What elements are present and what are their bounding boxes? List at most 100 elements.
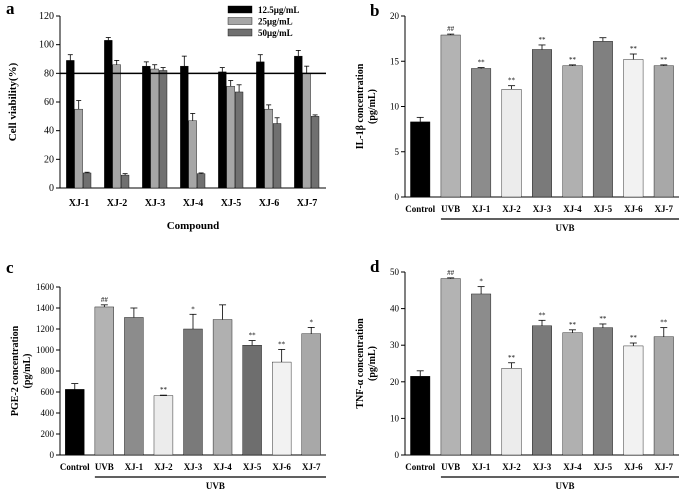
panel-a-y-tick-label: 60 — [44, 97, 54, 108]
panel-b-bar-XJ-2 — [501, 89, 522, 198]
panel-d-bar-UVB — [440, 278, 461, 456]
panel-c-x-tick-label: XJ-4 — [213, 462, 232, 472]
panel-c-significance-mark: ** — [278, 340, 286, 348]
panel-a-y-tick-label: 100 — [39, 40, 54, 51]
panel-a-bar-12.5μg/mL — [180, 65, 189, 189]
panel-b-x-tick-label: XJ-6 — [624, 204, 643, 214]
panel-a-bar-12.5μg/mL — [104, 40, 113, 189]
panel-a-bar-12.5μg/mL — [256, 61, 265, 189]
panel-a-bar-25μg/mL — [302, 73, 311, 189]
panel-c-bar-UVB — [94, 306, 114, 456]
panel-a-x-tick-label: XJ-3 — [145, 198, 166, 209]
panel-a-bar-50μg/mL — [311, 116, 320, 189]
panel-c-x-tick-label: XJ-7 — [302, 462, 321, 472]
panel-b-x-tick-label: UVB — [441, 204, 460, 214]
panel-c-y-tick-label: 1400 — [36, 303, 55, 313]
panel-b-y-tick-label: 15 — [390, 56, 400, 66]
panel-d-y-tick-label: 0 — [395, 450, 400, 460]
panel-b-bar-XJ-3 — [532, 49, 552, 198]
panel-d-x-tick-label: XJ-5 — [594, 462, 613, 472]
panel-a-legend-swatch — [227, 17, 253, 25]
panel-c-bar-XJ-2 — [153, 395, 174, 456]
panel-a-bar-25μg/mL — [226, 86, 235, 189]
panel-d-significance-mark: ** — [630, 334, 638, 342]
panel-d-bar-XJ-5 — [592, 327, 613, 456]
panel-d-bar-XJ-7 — [653, 336, 674, 456]
panel-d-significance-mark: ## — [447, 269, 455, 277]
panel-d-significance-mark: * — [479, 278, 483, 286]
panel-a-x-tick-label: XJ-2 — [107, 198, 128, 209]
panel-b-bar-XJ-7 — [653, 65, 674, 198]
panel-c-bar-XJ-1 — [124, 317, 144, 456]
panel-a-letter: a — [6, 0, 15, 18]
panel-c-y-tick-label: 800 — [41, 366, 55, 376]
panel-a-legend-swatch — [227, 5, 253, 14]
panel-b-significance-mark: ## — [447, 25, 455, 33]
panel-b-y-tick-label: 20 — [390, 11, 400, 21]
panel-c-bar-XJ-6 — [272, 361, 292, 456]
panel-a-bar-50μg/mL — [82, 172, 92, 189]
panel-b-x-tick-label: XJ-5 — [594, 204, 613, 214]
panel-d-x-tick-label: XJ-4 — [563, 462, 582, 472]
panel-c-significance-mark: * — [309, 318, 313, 326]
panel-c-y-tick-label: 600 — [41, 387, 55, 397]
panel-b-significance-mark: ** — [539, 36, 547, 44]
panel-c-x-tick-label: XJ-3 — [184, 462, 203, 472]
panel-d-significance-mark: ** — [660, 319, 668, 327]
panel-d-bar-XJ-1 — [471, 293, 492, 456]
panel-c-y-tick-label: 400 — [41, 408, 55, 418]
panel-a-bar-12.5μg/mL — [294, 55, 303, 189]
panel-b-significance-mark: ** — [478, 59, 486, 67]
panel-d-bar-XJ-6 — [623, 345, 644, 456]
panel-a-y-tick-label: 0 — [49, 183, 54, 194]
panel-d-significance-mark: ** — [508, 354, 516, 362]
panel-a-bar-25μg/mL — [74, 108, 83, 189]
panel-c-y-tick-label: 200 — [41, 429, 55, 439]
panel-c-bar-XJ-3 — [183, 328, 203, 456]
panel-b-x-tick-label: XJ-1 — [472, 204, 491, 214]
panel-a-x-axis-label: Compound — [167, 220, 220, 232]
panel-d-x-tick-label: XJ-7 — [655, 462, 674, 472]
panel-c-significance-mark: * — [191, 305, 195, 313]
panel-b-significance-mark: ** — [569, 56, 577, 64]
panel-d-x-tick-label: UVB — [441, 462, 460, 472]
panel-c-bar-XJ-7 — [301, 333, 321, 456]
panel-a-legend-swatch — [227, 28, 253, 37]
panel-d-bar-XJ-3 — [532, 325, 552, 456]
panel-b-significance-mark: ** — [630, 45, 638, 53]
panel-b-x-tick-label: XJ-3 — [533, 204, 552, 214]
panel-c-bar-Control — [65, 389, 85, 456]
panel-d-y-tick-label: 20 — [390, 377, 400, 387]
panel-a-bar-25μg/mL — [150, 68, 159, 189]
panel-c-y-tick-label: 0 — [50, 450, 55, 460]
panel-d-letter: d — [370, 257, 380, 276]
panel-b-letter: b — [370, 1, 379, 20]
panel-a-bar-50μg/mL — [273, 123, 282, 189]
panel-c-x-tick-label: UVB — [95, 462, 114, 472]
panel-a-x-tick-label: XJ-4 — [183, 198, 204, 209]
panel-a-x-tick-label: XJ-1 — [69, 198, 90, 209]
panel-d-y-axis-label: (pg/mL) — [367, 346, 378, 381]
panel-c-x-tick-label: XJ-5 — [243, 462, 262, 472]
panel-d-y-axis-label: TNF-α concentration — [355, 318, 366, 409]
panel-c-significance-mark: ** — [249, 332, 257, 340]
panel-a-y-tick-label: 80 — [44, 68, 54, 79]
panel-c-x-tick-label: Control — [60, 462, 90, 472]
panel-a-bar-50μg/mL — [120, 174, 130, 189]
panel-a-bar-50μg/mL — [196, 173, 206, 189]
panel-a-bar-25μg/mL — [264, 108, 273, 189]
panel-d-y-tick-label: 30 — [390, 340, 400, 350]
panel-d-x-tick-label: Control — [405, 462, 435, 472]
panel-c-significance-mark: ** — [160, 386, 168, 394]
panel-c-significance-mark: ## — [101, 296, 109, 304]
panel-c-y-tick-label: 1200 — [36, 324, 55, 334]
panel-b-significance-mark: ** — [508, 77, 516, 85]
panel-b-y-tick-label: 5 — [395, 147, 400, 157]
panel-d-significance-mark: ** — [539, 311, 547, 319]
panel-a-bar-25μg/mL — [188, 120, 197, 189]
panel-a-bar-12.5μg/mL — [66, 60, 75, 189]
panel-a-y-tick-label: 40 — [44, 126, 54, 137]
panel-c-y-tick-label: 1000 — [36, 345, 55, 355]
panel-b-group-label: UVB — [555, 223, 574, 233]
